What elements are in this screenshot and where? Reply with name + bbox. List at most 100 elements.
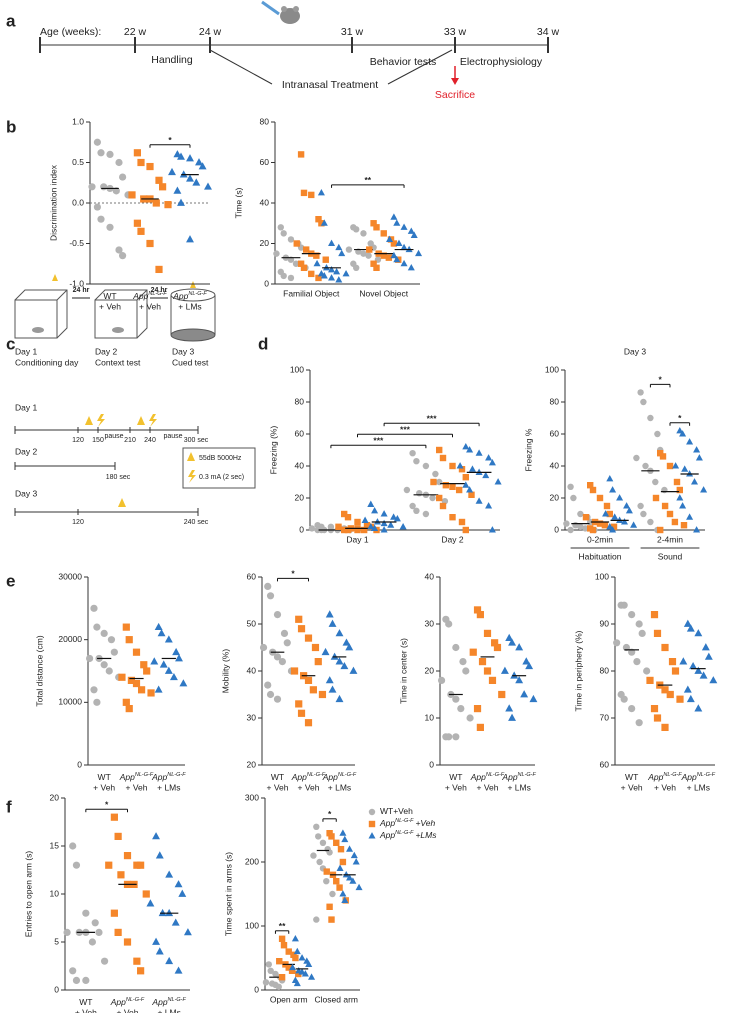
superscript: NL-G-F xyxy=(307,772,326,778)
data-point xyxy=(462,442,470,450)
x-tick-label: AppNL-G-F xyxy=(501,772,536,782)
x-tick-label: AppNL-G-F xyxy=(110,997,145,1007)
y-tick-label: 0 xyxy=(554,524,559,534)
data-point xyxy=(115,246,123,254)
y-tick-label: 100 xyxy=(290,364,304,374)
y-tick-label: 80 xyxy=(550,396,560,406)
data-point xyxy=(310,852,317,859)
data-point xyxy=(690,478,699,485)
data-point xyxy=(367,500,375,507)
data-point xyxy=(582,525,589,532)
data-point xyxy=(132,679,141,688)
data-point xyxy=(623,502,631,509)
data-point xyxy=(628,705,636,713)
data-point xyxy=(683,619,692,627)
data-point xyxy=(445,733,453,741)
data-point xyxy=(125,705,133,713)
data-point xyxy=(468,491,475,498)
y-tick-label: 40 xyxy=(247,665,257,675)
data-point xyxy=(468,465,476,472)
data-point xyxy=(292,954,299,962)
significance-label: * xyxy=(105,799,109,809)
data-point xyxy=(400,259,408,267)
data-point xyxy=(354,526,361,534)
data-point xyxy=(88,938,96,946)
data-point xyxy=(407,227,415,234)
data-point xyxy=(341,835,349,843)
data-point xyxy=(349,666,358,674)
data-point xyxy=(308,973,316,980)
data-point xyxy=(370,220,377,227)
data-point xyxy=(137,158,145,167)
data-point xyxy=(508,713,517,721)
data-point xyxy=(673,478,681,486)
x-tick-label-part: WT xyxy=(98,772,111,782)
y-tick-label: 100 xyxy=(245,920,259,930)
data-point xyxy=(335,243,343,251)
data-point xyxy=(373,264,380,271)
x-tick-label: WT xyxy=(271,772,284,782)
data-point xyxy=(473,705,482,713)
data-point xyxy=(596,520,604,527)
data-point xyxy=(174,966,183,974)
data-point xyxy=(686,513,694,520)
data-point xyxy=(297,260,305,267)
data-point xyxy=(704,652,713,660)
y-axis-label: Time in center (s) xyxy=(398,638,408,704)
tone-icon xyxy=(187,452,195,461)
data-point xyxy=(577,523,584,530)
data-point xyxy=(336,864,344,871)
category-group-label: Sound xyxy=(658,551,683,561)
y-tick-label: 80 xyxy=(295,396,305,406)
data-point xyxy=(689,661,698,670)
data-point xyxy=(473,606,482,614)
panel-label: b xyxy=(6,117,16,136)
data-point xyxy=(157,629,166,637)
data-point xyxy=(114,928,122,936)
data-point xyxy=(365,252,372,259)
chart-title: Day 3 xyxy=(624,346,646,356)
data-point xyxy=(387,521,395,528)
data-point xyxy=(520,690,529,698)
data-point xyxy=(110,909,118,917)
data-point xyxy=(158,908,167,917)
y-tick-label: 80 xyxy=(600,665,610,675)
data-point xyxy=(105,861,113,869)
data-point xyxy=(469,648,477,656)
data-point xyxy=(280,272,287,280)
data-point xyxy=(100,661,108,669)
data-point xyxy=(485,502,493,509)
data-point xyxy=(505,633,514,641)
schedule-tick: 210 xyxy=(124,437,136,444)
x-tick-label-part: App xyxy=(151,772,167,782)
data-point xyxy=(171,918,180,926)
data-point xyxy=(146,899,155,907)
data-point xyxy=(339,890,347,897)
x-tick-label: + Veh xyxy=(139,301,161,311)
data-point xyxy=(493,643,502,652)
data-point xyxy=(177,152,185,160)
data-point xyxy=(700,486,708,493)
data-point xyxy=(341,510,348,518)
data-point xyxy=(679,430,687,437)
x-tick-label: AppNL-G-F xyxy=(132,291,167,301)
data-point xyxy=(91,919,99,927)
data-point xyxy=(289,963,297,971)
data-point xyxy=(316,858,323,866)
data-point xyxy=(340,661,349,670)
data-point xyxy=(525,661,534,670)
data-point xyxy=(515,643,524,651)
data-point xyxy=(676,695,684,703)
age-label: Age (weeks): xyxy=(40,26,101,38)
data-point xyxy=(178,889,187,897)
x-tick-label-part: WT xyxy=(449,772,462,782)
data-point xyxy=(666,510,674,518)
y-tick-label: 20 xyxy=(260,238,270,248)
data-point xyxy=(671,667,680,675)
data-point xyxy=(128,191,136,199)
y-tick-label: 0 xyxy=(54,984,59,994)
data-point xyxy=(601,522,609,529)
x-tick-label: AppNL-G-F xyxy=(681,772,716,782)
y-tick-label: -1.0 xyxy=(69,278,84,288)
legend-marker xyxy=(368,832,376,839)
